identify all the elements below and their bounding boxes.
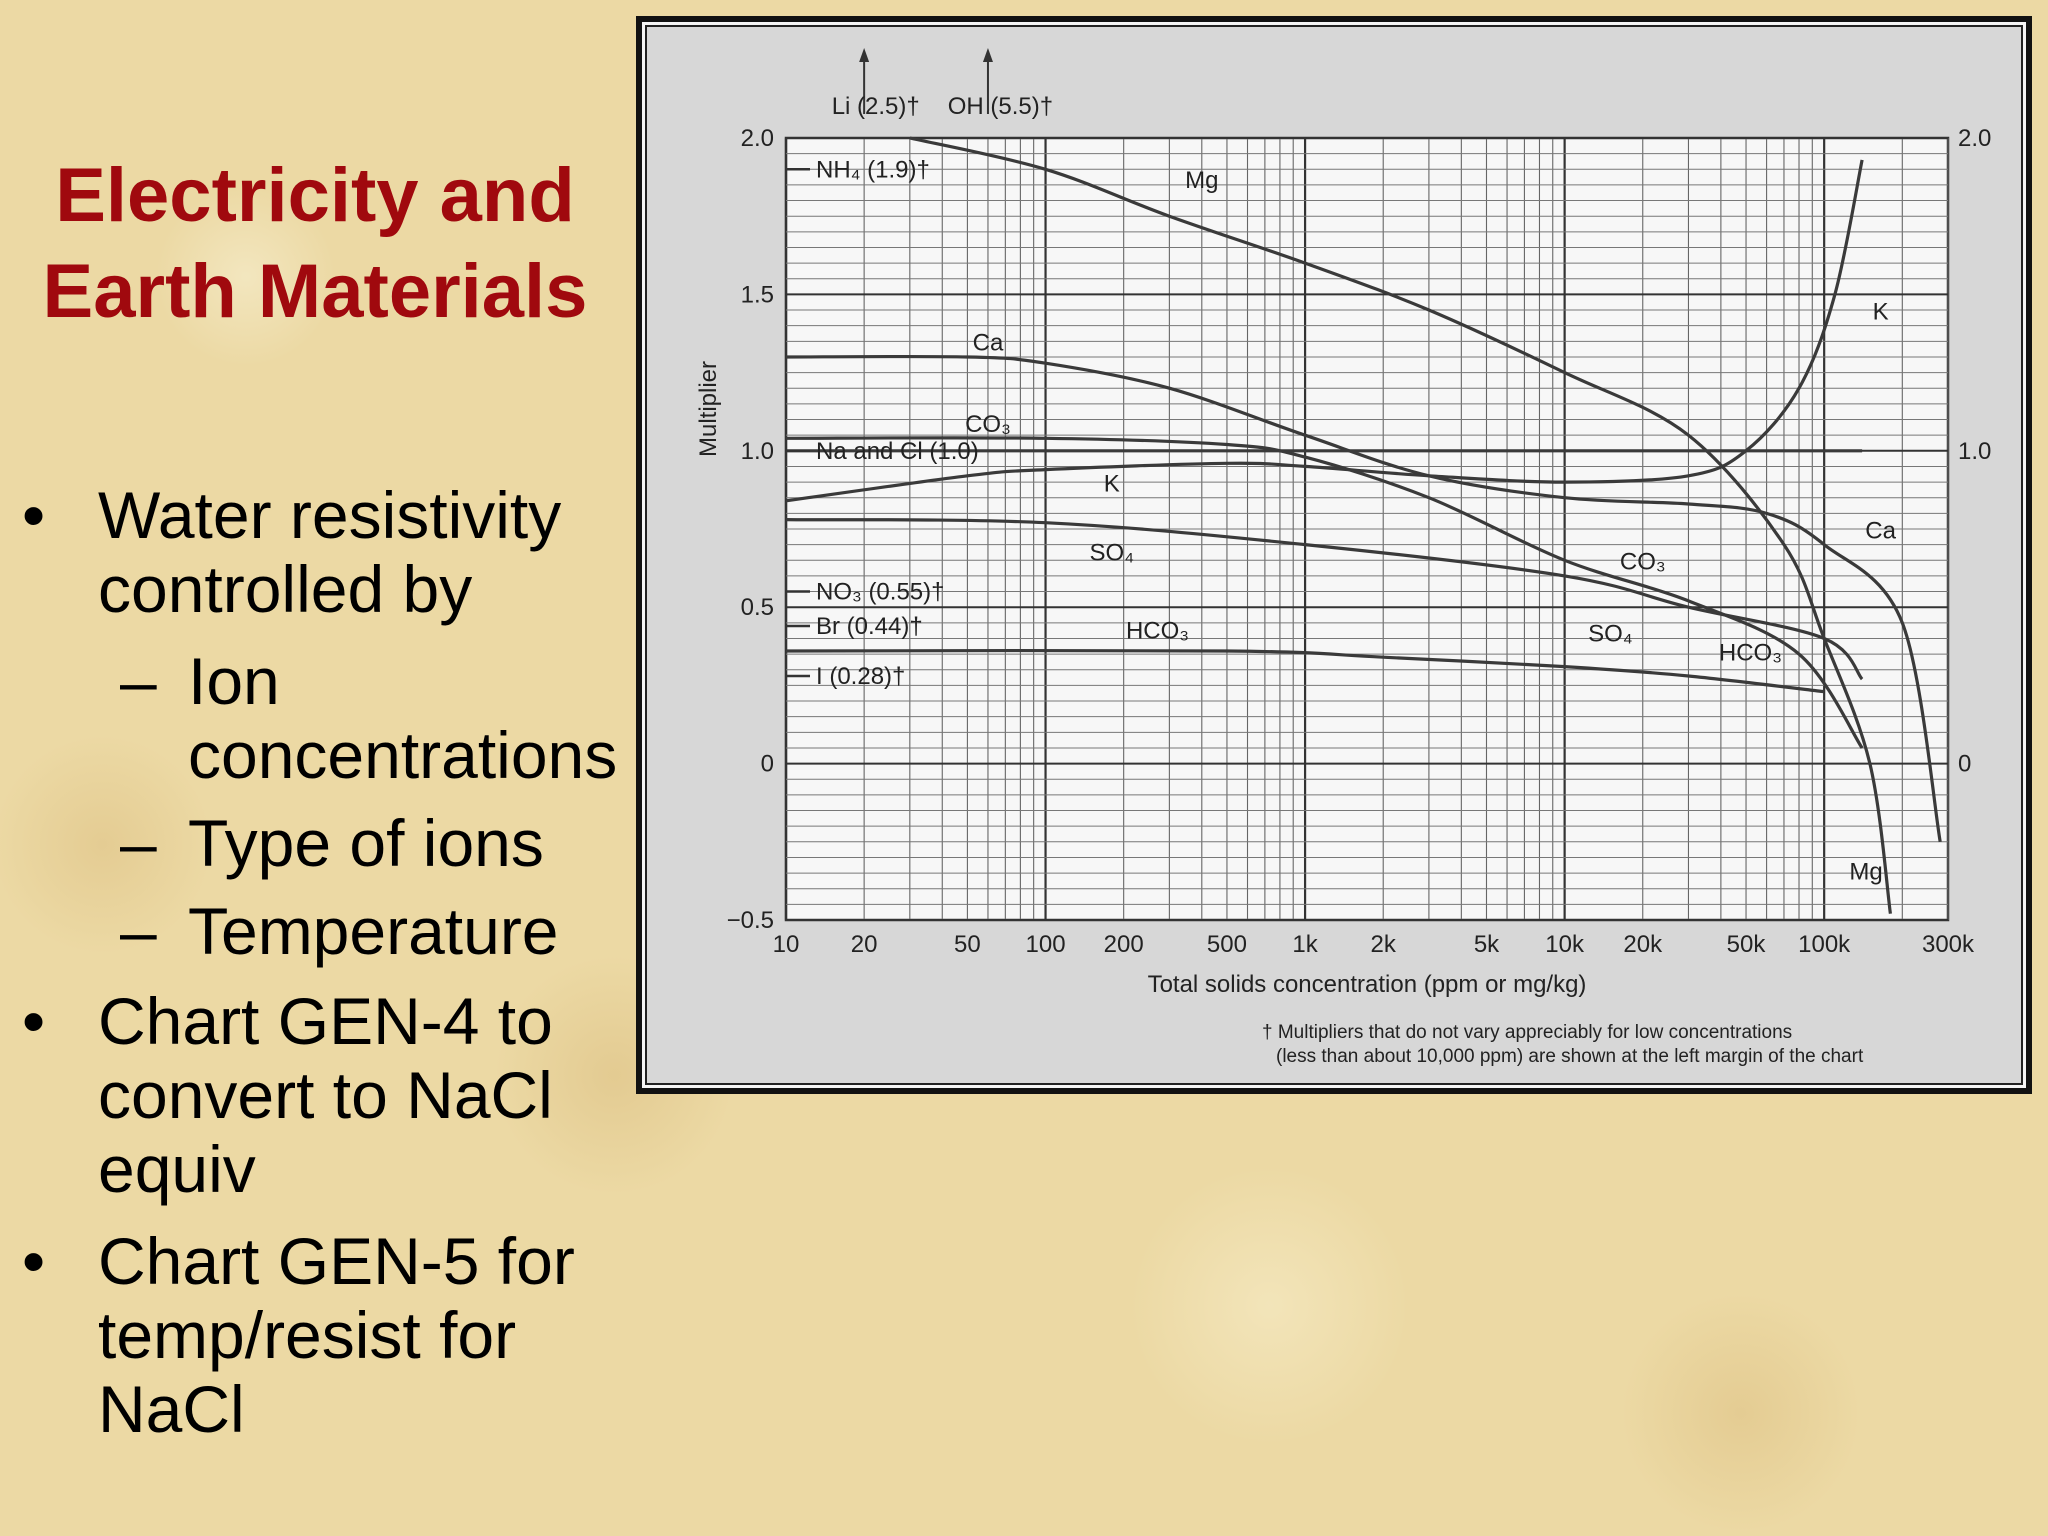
bullet-line: NaCl	[98, 1372, 245, 1446]
curve-label: CO₃	[965, 411, 1011, 438]
annotation-label: NO₃ (0.55)†	[816, 579, 944, 606]
y-tick-label-right: 0	[1958, 751, 1971, 778]
y-tick-label: 2.0	[741, 125, 774, 152]
curve-label: Ca	[973, 330, 1004, 357]
annotation-label: OH (5.5)†	[948, 93, 1053, 120]
y-tick-label: 1.5	[741, 281, 774, 308]
annotation-arrowhead	[859, 48, 870, 62]
x-tick-label: 500	[1207, 931, 1247, 958]
annotation-label: I (0.28)†	[816, 663, 905, 690]
bullet-marker: •	[22, 1224, 46, 1298]
bullet-list: • Water resistivity controlled by – Ion conce…	[0, 0, 640, 1536]
y-tick-label-right: 1.0	[1958, 438, 1991, 465]
bullet-item: Chart GEN-4 to convert to NaCl equiv	[98, 984, 553, 1206]
bullet-marker: •	[22, 478, 46, 552]
bullet-line: controlled by	[98, 552, 473, 626]
x-tick-label: 300k	[1922, 931, 1975, 958]
x-axis-title: Total solids concentration (ppm or mg/kg…	[1148, 971, 1587, 998]
sub-bullet-item: Type of ions	[188, 806, 544, 880]
bullet-line: equiv	[98, 1132, 256, 1206]
chart-frame: 10 20 50 100 200 500 1k 2k 5k 10k 20k 50k 100k 300k −0…	[636, 16, 2032, 1094]
dash-marker: –	[120, 894, 157, 968]
footnote-line-2: (less than about 10,000 ppm) are shown a…	[1276, 1046, 1864, 1067]
curve-label: SO₄	[1090, 539, 1134, 566]
series-line	[785, 648, 1825, 694]
slide-title-line-1: Electricity and	[55, 153, 575, 238]
x-tick-label: 100k	[1798, 931, 1851, 958]
x-tick-label: 100	[1026, 931, 1066, 958]
series-line	[785, 354, 1942, 843]
y-tick-label-right: 2.0	[1958, 125, 1991, 152]
curve-label: Mg	[1185, 167, 1218, 194]
series-label-na-cl: Na and Cl (1.0)	[816, 438, 979, 465]
x-tick-label: 5k	[1474, 931, 1500, 958]
bullet-line: concentrations	[188, 718, 618, 792]
dash-marker: –	[120, 644, 157, 718]
bullet-line: Water resistivity	[98, 478, 562, 552]
bullet-line: Ion	[188, 644, 280, 718]
y-tick-label: 0.5	[741, 594, 774, 621]
curve-label: Mg	[1849, 858, 1882, 885]
bullet-line: Chart GEN-4 to	[98, 984, 553, 1058]
x-tick-label: 10k	[1545, 931, 1585, 958]
x-tick-label: 50	[954, 931, 981, 958]
curve-label: HCO₃	[1719, 639, 1782, 666]
multiplier-chart: 10 20 50 100 200 500 1k 2k 5k 10k 20k 50k 100k 300k −0…	[695, 48, 1991, 1067]
curve-label: CO₃	[1620, 549, 1666, 576]
series-line	[785, 518, 1864, 681]
x-tick-label: 200	[1104, 931, 1144, 958]
curve-label: SO₄	[1588, 621, 1632, 648]
x-tick-label: 1k	[1292, 931, 1318, 958]
curve-label: Ca	[1865, 517, 1896, 544]
bullet-line: Temperature	[188, 894, 559, 968]
x-tick-label: 20	[851, 931, 878, 958]
sub-bullet-item: Temperature	[188, 894, 559, 968]
annotation-label: NH₄ (1.9)†	[816, 156, 930, 183]
bullet-line: convert to NaCl	[98, 1058, 553, 1132]
y-axis-title: Multiplier	[695, 361, 722, 457]
series-line	[909, 136, 1892, 914]
footnote-line-1: † Multipliers that do not vary appreciab…	[1262, 1022, 1792, 1043]
bullet-marker: •	[22, 984, 46, 1058]
bullet-line: Chart GEN-5 for	[98, 1224, 575, 1298]
y-tick-label: −0.5	[727, 907, 774, 934]
sub-bullet-item: Ion concentrations	[188, 644, 617, 792]
bullet-item: Chart GEN-5 for temp/resist for NaCl	[98, 1224, 575, 1446]
bullet-line: Type of ions	[188, 806, 544, 880]
curve-label: HCO₃	[1126, 617, 1189, 644]
annotation-label: Li (2.5)†	[832, 93, 920, 120]
curve-label: K	[1873, 298, 1889, 325]
x-tick-label: 20k	[1623, 931, 1663, 958]
slide-title: Electricity and Earth Materials	[10, 148, 620, 340]
curve-label: K	[1104, 470, 1120, 497]
dash-marker: –	[120, 806, 157, 880]
x-tick-label: 10	[773, 931, 800, 958]
bullet-item: Water resistivity controlled by	[98, 478, 561, 626]
annotation-arrowhead	[982, 48, 993, 62]
series-line	[785, 159, 1864, 503]
y-tick-label: 0	[761, 751, 774, 778]
bullet-line: temp/resist for	[98, 1298, 517, 1372]
x-tick-label: 2k	[1371, 931, 1397, 958]
x-tick-label: 50k	[1727, 931, 1767, 958]
annotation-label: Br (0.44)†	[816, 613, 923, 640]
y-tick-label: 1.0	[741, 438, 774, 465]
series-line	[785, 436, 1864, 749]
slide-title-line-2: Earth Materials	[42, 249, 588, 334]
